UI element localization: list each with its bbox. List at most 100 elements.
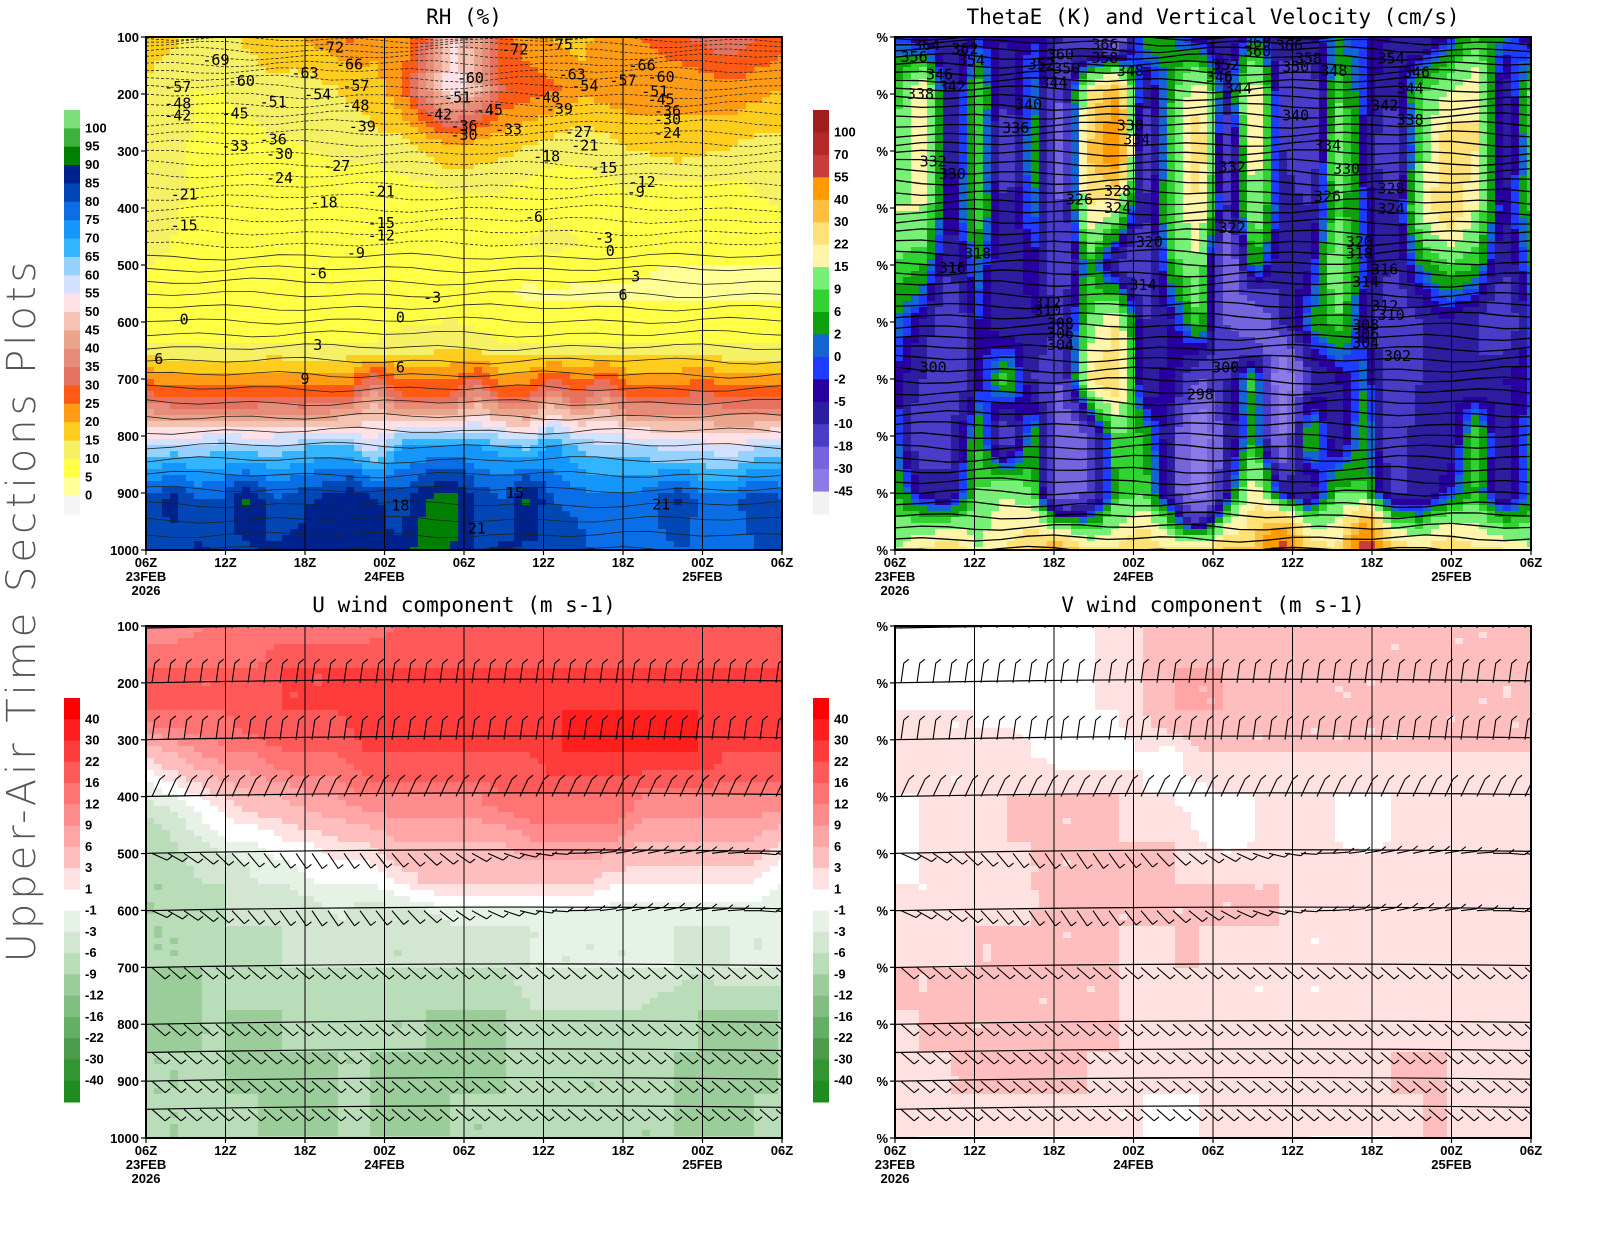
- field-cell: [378, 133, 387, 140]
- field-cell: [306, 331, 315, 338]
- field-cell: [226, 391, 235, 398]
- field-cell: [482, 283, 491, 290]
- field-cell: [346, 43, 355, 50]
- field-cell: [618, 43, 627, 50]
- field-cell: [258, 319, 267, 326]
- field-cell: [178, 379, 187, 386]
- field-cell: [730, 391, 739, 398]
- field-cell: [178, 235, 187, 242]
- field-cell: [506, 295, 515, 302]
- field-cell: [410, 61, 419, 68]
- field-cell: [530, 61, 539, 68]
- field-cell: [354, 349, 363, 356]
- field-cell: [754, 265, 763, 272]
- field-cell: [570, 319, 579, 326]
- field-cell: [514, 235, 523, 242]
- field-cell: [474, 139, 483, 146]
- field-cell: [554, 211, 563, 218]
- field-cell: [634, 157, 643, 164]
- field-cell: [554, 109, 563, 116]
- field-cell: [354, 43, 363, 50]
- field-cell: [322, 79, 331, 86]
- field-cell: [530, 49, 539, 56]
- field-cell: [570, 115, 579, 122]
- field-cell: [626, 313, 635, 320]
- field-cell: [722, 61, 731, 68]
- field-cell: [210, 151, 219, 158]
- field-cell: [370, 205, 379, 212]
- field-cell: [146, 217, 155, 224]
- field-cell: [210, 247, 219, 254]
- field-cell: [442, 67, 451, 74]
- field-cell: [546, 175, 555, 182]
- field-cell: [458, 127, 467, 134]
- field-cell: [370, 169, 379, 176]
- field-cell: [738, 277, 747, 284]
- field-cell: [546, 43, 555, 50]
- field-cell: [194, 271, 203, 278]
- field-cell: [202, 235, 211, 242]
- field-cell: [362, 409, 371, 416]
- field-cell: [586, 145, 595, 152]
- field-cell: [554, 271, 563, 278]
- field-cell: [394, 67, 403, 74]
- field-cell: [618, 235, 627, 242]
- field-cell: [706, 349, 715, 356]
- field-cell: [178, 181, 187, 188]
- field-cell: [506, 85, 515, 92]
- field-cell: [546, 313, 555, 320]
- field-cell: [418, 247, 427, 254]
- field-cell: [330, 151, 339, 158]
- field-cell: [570, 325, 579, 332]
- field-cell: [482, 325, 491, 332]
- field-cell: [346, 337, 355, 344]
- field-cell: [154, 43, 163, 50]
- field-cell: [162, 277, 171, 284]
- field-cell: [722, 223, 731, 230]
- field-cell: [178, 145, 187, 152]
- field-cell: [282, 271, 291, 278]
- field-cell: [514, 109, 523, 116]
- field-cell: [514, 73, 523, 80]
- field-cell: [426, 145, 435, 152]
- field-cell: [674, 103, 683, 110]
- field-cell: [146, 103, 155, 110]
- field-cell: [418, 391, 427, 398]
- field-cell: [314, 283, 323, 290]
- field-cell: [274, 91, 283, 98]
- field-cell: [354, 145, 363, 152]
- field-cell: [546, 55, 555, 62]
- field-cell: [330, 355, 339, 362]
- field-cell: [450, 163, 459, 170]
- field-cell: [218, 115, 227, 122]
- field-cell: [546, 67, 555, 74]
- field-cell: [666, 187, 675, 194]
- field-cell: [474, 349, 483, 356]
- field-cell: [194, 313, 203, 320]
- field-cell: [498, 49, 507, 56]
- field-cell: [410, 205, 419, 212]
- field-cell: [282, 301, 291, 308]
- field-cell: [146, 175, 155, 182]
- field-cell: [522, 385, 531, 392]
- field-cell: [602, 133, 611, 140]
- field-cell: [186, 73, 195, 80]
- field-cell: [730, 193, 739, 200]
- field-cell: [530, 343, 539, 350]
- field-cell: [290, 361, 299, 368]
- field-cell: [530, 199, 539, 206]
- field-cell: [298, 199, 307, 206]
- field-cell: [618, 403, 627, 410]
- field-cell: [162, 295, 171, 302]
- field-cell: [554, 307, 563, 314]
- field-cell: [266, 337, 275, 344]
- field-cell: [554, 97, 563, 104]
- field-cell: [378, 271, 387, 278]
- field-cell: [674, 325, 683, 332]
- field-cell: [466, 367, 475, 374]
- field-cell: [418, 307, 427, 314]
- field-cell: [346, 205, 355, 212]
- field-cell: [586, 61, 595, 68]
- field-cell: [314, 343, 323, 350]
- field-cell: [162, 169, 171, 176]
